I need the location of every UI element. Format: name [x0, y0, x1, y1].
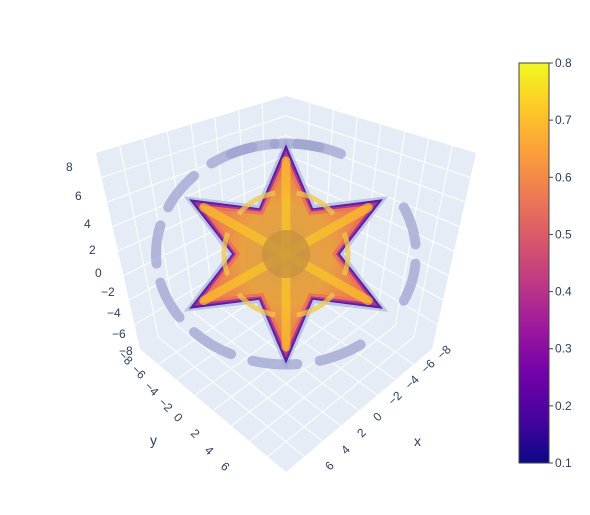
- isosurface-outer-arc: [247, 355, 303, 370]
- wall-left: [96, 96, 286, 349]
- z-axis-ticks: 8 64 2 0 −2 −4 −6 −8: [66, 160, 133, 358]
- x-tick-label: 4: [338, 442, 353, 457]
- colorbar[interactable]: 0.8 0.7 0.6 0.5 0.4 0.3 0.2 0.1: [518, 56, 572, 470]
- right-wall-h-gridline: [285, 154, 460, 227]
- isosurface-volume: [151, 138, 421, 370]
- y-tick-label: 0: [171, 410, 186, 425]
- floor-b-gridline: [249, 324, 396, 442]
- isosurface-center: [262, 230, 310, 278]
- isosurface-inner-ring: [341, 231, 351, 277]
- isosurface-outer-arc: [314, 339, 366, 366]
- x-tick-label: −6: [418, 356, 438, 376]
- z-tick-label: 6: [75, 189, 82, 203]
- isosurface-outer-arc: [398, 202, 421, 250]
- z-tick-label: 8: [66, 160, 73, 174]
- z-tick-label: −6: [112, 327, 126, 341]
- y-tick-label: −6: [129, 362, 149, 382]
- z-tick-label: 2: [89, 243, 96, 257]
- right-wall-h-gridline: [285, 115, 471, 178]
- x-tick-label: 2: [354, 425, 369, 440]
- isosurface-outer-arc: [269, 138, 325, 153]
- isosurface-inner-ring: [221, 231, 231, 277]
- left-wall-h-gridline: [112, 154, 287, 227]
- y-tick-label: −4: [142, 379, 162, 399]
- left-wall-h-gridline: [101, 115, 287, 178]
- z-tick-label: 0: [95, 266, 102, 280]
- isosurface-outer-arc: [398, 258, 421, 306]
- colorbar-tick-label: 0.3: [555, 342, 572, 356]
- z-tick-label: −8: [119, 344, 133, 358]
- colorbar-tick-label: 0.7: [555, 113, 572, 127]
- colorbar-tick-label: 0.2: [555, 399, 572, 413]
- z-tick-label: −2: [101, 285, 115, 299]
- isosurface-inner-ring: [236, 292, 276, 318]
- x-axis-title: x: [414, 433, 421, 449]
- x-tick-label: 6: [322, 458, 337, 473]
- isosurface-outer-arc: [155, 277, 185, 323]
- x-tick-label: 0: [370, 409, 385, 424]
- isosurface-outer-arc: [151, 220, 166, 269]
- wall-right: [286, 96, 476, 349]
- colorbar-tick-label: 0.1: [555, 456, 572, 470]
- colorbar-tick-label: 0.4: [555, 285, 572, 299]
- colorbar-gradient: [518, 62, 550, 464]
- x-tick-label: −4: [402, 372, 422, 392]
- colorbar-tick-label: 0.8: [555, 56, 572, 70]
- isosurface-outer-arc: [163, 170, 200, 213]
- scene-walls: [96, 96, 476, 472]
- floor-b-gridline: [230, 312, 378, 427]
- colorbar-tick-label: 0.6: [555, 170, 572, 184]
- y-tick-label: 4: [202, 443, 217, 458]
- x-tick-label: −8: [434, 342, 454, 362]
- y-axis-title: y: [150, 432, 157, 448]
- z-tick-label: −4: [107, 306, 121, 320]
- isosurface-outer-arc: [189, 327, 237, 360]
- z-tick-label: 4: [84, 217, 91, 231]
- floor-b-gridline: [267, 336, 415, 458]
- isosurface-inner-ring: [296, 292, 336, 318]
- y-tick-label: 6: [218, 459, 233, 474]
- y-tick-label: 2: [188, 426, 203, 441]
- colorbar-tick-label: 0.5: [555, 227, 572, 241]
- x-tick-label: −2: [385, 388, 405, 408]
- isosurface-inner-ring: [236, 190, 276, 216]
- isosurface-inner-ring: [296, 190, 336, 216]
- isosurface-outer-arc: [206, 142, 258, 169]
- colorbar-ticks: 0.8 0.7 0.6 0.5 0.4 0.3 0.2 0.1: [549, 56, 572, 470]
- y-tick-label: −2: [156, 395, 176, 415]
